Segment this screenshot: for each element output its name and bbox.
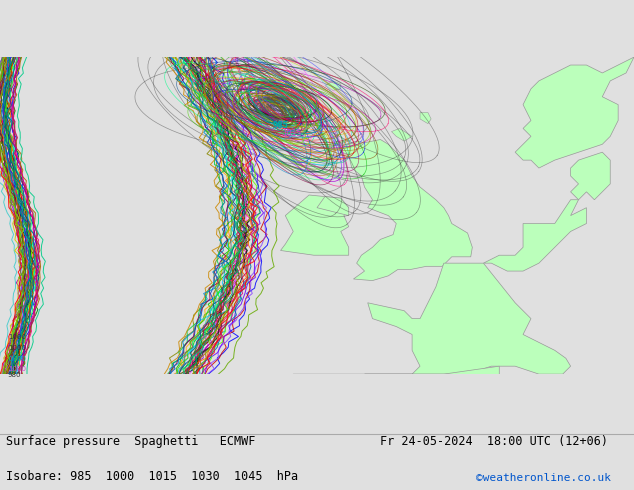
Text: 1000: 1000 bbox=[8, 356, 26, 363]
Polygon shape bbox=[325, 81, 341, 90]
Polygon shape bbox=[349, 140, 472, 281]
Polygon shape bbox=[392, 128, 412, 141]
Text: 980: 980 bbox=[8, 372, 22, 378]
Polygon shape bbox=[484, 200, 586, 271]
Polygon shape bbox=[341, 141, 365, 155]
Polygon shape bbox=[420, 113, 431, 123]
Text: ©weatheronline.co.uk: ©weatheronline.co.uk bbox=[476, 473, 611, 483]
Text: Isobare: 985  1000  1015  1030  1045  hPa: Isobare: 985 1000 1015 1030 1045 hPa bbox=[6, 469, 299, 483]
Polygon shape bbox=[317, 196, 349, 216]
Polygon shape bbox=[515, 57, 634, 168]
Text: 1000: 1000 bbox=[8, 345, 26, 351]
Text: 1000: 1000 bbox=[8, 366, 26, 372]
Polygon shape bbox=[293, 366, 500, 490]
Text: 1015: 1015 bbox=[282, 129, 301, 138]
Text: 985: 985 bbox=[273, 122, 288, 130]
Polygon shape bbox=[281, 195, 349, 255]
Text: Surface pressure  Spaghetti   ECMWF: Surface pressure Spaghetti ECMWF bbox=[6, 435, 256, 448]
Text: 1000: 1000 bbox=[8, 334, 26, 340]
Polygon shape bbox=[571, 152, 611, 200]
Polygon shape bbox=[365, 263, 571, 374]
Text: Fr 24-05-2024  18:00 UTC (12+06): Fr 24-05-2024 18:00 UTC (12+06) bbox=[380, 435, 609, 448]
